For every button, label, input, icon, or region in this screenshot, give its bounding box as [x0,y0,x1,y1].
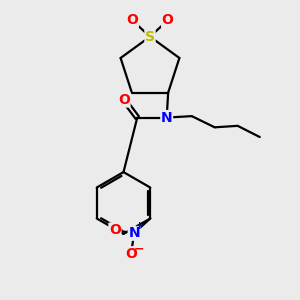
Text: +: + [135,221,145,231]
Text: N: N [128,226,140,240]
Text: O: O [126,14,138,27]
Text: −: − [133,243,144,256]
Text: S: S [145,30,155,44]
Text: N: N [161,111,172,124]
Text: O: O [162,14,174,27]
Text: O: O [118,93,130,107]
Text: O: O [109,223,121,237]
Text: O: O [125,247,137,261]
